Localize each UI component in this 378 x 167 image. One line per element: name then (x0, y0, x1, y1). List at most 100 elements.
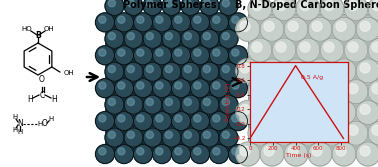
Circle shape (156, 16, 163, 23)
Circle shape (312, 104, 322, 114)
Circle shape (240, 146, 250, 156)
Text: C: C (39, 91, 45, 100)
Circle shape (312, 146, 322, 156)
Circle shape (162, 95, 181, 114)
Circle shape (143, 128, 162, 147)
Circle shape (348, 84, 358, 94)
Circle shape (344, 80, 368, 104)
Circle shape (248, 38, 272, 62)
Circle shape (99, 115, 106, 122)
Circle shape (336, 104, 346, 114)
Circle shape (356, 142, 378, 166)
Circle shape (133, 46, 152, 65)
Circle shape (240, 63, 250, 73)
Circle shape (165, 98, 172, 106)
Circle shape (332, 100, 356, 124)
Circle shape (191, 13, 209, 32)
Circle shape (194, 148, 201, 155)
Circle shape (99, 49, 106, 56)
Circle shape (165, 0, 172, 7)
Circle shape (252, 125, 262, 135)
Circle shape (368, 38, 378, 62)
Circle shape (213, 82, 220, 89)
Circle shape (336, 146, 346, 156)
Circle shape (348, 1, 358, 11)
Circle shape (284, 59, 308, 83)
Text: H: H (37, 121, 43, 127)
Circle shape (165, 65, 172, 73)
Circle shape (181, 62, 200, 81)
Text: Polymer Spheres: Polymer Spheres (123, 0, 217, 10)
Text: H: H (12, 114, 18, 120)
Circle shape (219, 128, 238, 147)
Text: H: H (12, 127, 18, 133)
Circle shape (118, 16, 125, 23)
Text: H: H (17, 129, 23, 135)
Circle shape (165, 131, 172, 138)
Circle shape (115, 79, 133, 98)
Circle shape (200, 128, 219, 147)
Circle shape (175, 82, 182, 89)
Circle shape (200, 62, 219, 81)
Circle shape (96, 112, 115, 131)
Circle shape (162, 29, 181, 48)
Circle shape (137, 16, 144, 23)
Circle shape (146, 98, 153, 106)
Circle shape (232, 49, 239, 56)
Circle shape (172, 112, 191, 131)
Circle shape (175, 115, 182, 122)
Circle shape (264, 63, 274, 73)
Circle shape (194, 82, 201, 89)
Text: 0.5 A/g: 0.5 A/g (301, 75, 324, 80)
Circle shape (222, 0, 229, 7)
Circle shape (232, 148, 239, 155)
Circle shape (105, 95, 124, 114)
Circle shape (320, 80, 344, 104)
Circle shape (356, 59, 378, 83)
Circle shape (175, 49, 182, 56)
Circle shape (272, 121, 296, 145)
Circle shape (276, 1, 286, 11)
Circle shape (228, 13, 248, 32)
Circle shape (219, 62, 238, 81)
Circle shape (203, 0, 211, 7)
Circle shape (360, 63, 370, 73)
Circle shape (124, 128, 143, 147)
Circle shape (209, 79, 228, 98)
Circle shape (296, 38, 320, 62)
Circle shape (118, 49, 125, 56)
Circle shape (152, 112, 172, 131)
Circle shape (284, 142, 308, 166)
Circle shape (209, 13, 228, 32)
Circle shape (127, 0, 135, 7)
Circle shape (320, 38, 344, 62)
Circle shape (209, 46, 228, 65)
Circle shape (133, 144, 152, 163)
Circle shape (143, 62, 162, 81)
Circle shape (143, 95, 162, 114)
Circle shape (219, 29, 238, 48)
Circle shape (228, 112, 248, 131)
Circle shape (137, 82, 144, 89)
Circle shape (232, 115, 239, 122)
Circle shape (133, 112, 152, 131)
Circle shape (252, 1, 262, 11)
Circle shape (137, 115, 144, 122)
Circle shape (300, 42, 310, 52)
Circle shape (172, 144, 191, 163)
Circle shape (146, 131, 153, 138)
Circle shape (252, 84, 262, 94)
Circle shape (288, 21, 298, 31)
Circle shape (118, 82, 125, 89)
Circle shape (300, 125, 310, 135)
Circle shape (284, 100, 308, 124)
Circle shape (127, 98, 135, 106)
Circle shape (276, 125, 286, 135)
Circle shape (248, 121, 272, 145)
Circle shape (105, 128, 124, 147)
Circle shape (124, 62, 143, 81)
Circle shape (200, 0, 219, 15)
Circle shape (240, 21, 250, 31)
Circle shape (232, 82, 239, 89)
Circle shape (222, 33, 229, 40)
